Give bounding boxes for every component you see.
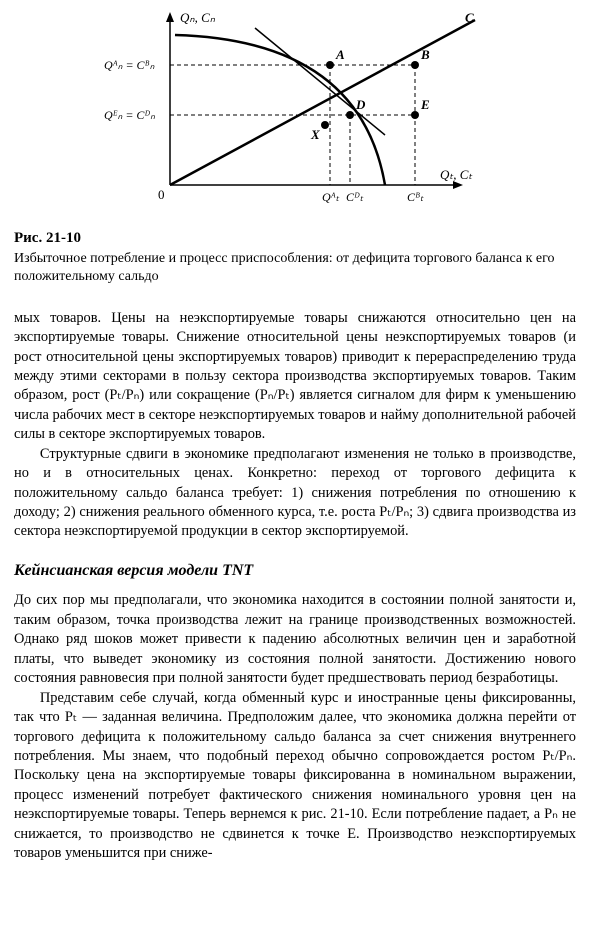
svg-text:Qᴬₜ: Qᴬₜ: [322, 190, 340, 204]
svg-text:Qᴱₙ = Cᴰₙ: Qᴱₙ = Cᴰₙ: [104, 108, 155, 122]
figure-label: Рис. 21-10: [14, 228, 576, 248]
svg-text:X: X: [310, 127, 320, 142]
svg-text:B: B: [420, 47, 430, 62]
paragraph-2: Структурные сдвиги в экономике предполаг…: [14, 445, 576, 542]
svg-text:A: A: [335, 47, 345, 62]
paragraph-1: мых товаров. Цены на неэкспортируемые то…: [14, 309, 576, 445]
svg-text:Qₙ, Cₙ: Qₙ, Cₙ: [180, 10, 216, 25]
figure-caption: Рис. 21-10 Избыточное потребление и проц…: [14, 228, 576, 287]
svg-text:D: D: [355, 97, 366, 112]
figure-container: Qₙ, Cₙ Qₜ, Cₜ 0 C A B D E X Qᴬₙ = Cᴮₙ Qᴱₙ = Cᴰₙ Qᴬₜ…: [14, 10, 576, 220]
section-heading: Кейнсианская версия модели TNT: [14, 560, 576, 582]
svg-text:Cᴰₜ: Cᴰₜ: [346, 190, 364, 204]
figure-svg: Qₙ, Cₙ Qₜ, Cₜ 0 C A B D E X Qᴬₙ = Cᴮₙ Qᴱₙ = Cᴰₙ Qᴬₜ…: [100, 10, 490, 220]
svg-text:C: C: [465, 10, 474, 25]
svg-text:Qₜ, Cₜ: Qₜ, Cₜ: [440, 167, 473, 182]
svg-text:Qᴬₙ = Cᴮₙ: Qᴬₙ = Cᴮₙ: [104, 58, 155, 72]
svg-text:Cᴮₜ: Cᴮₜ: [407, 190, 424, 204]
svg-text:0: 0: [158, 187, 165, 202]
svg-text:E: E: [420, 97, 430, 112]
paragraph-4: Представим себе случай, когда обменный к…: [14, 689, 576, 864]
paragraph-3: До сих пор мы предполагали, что экономик…: [14, 591, 576, 688]
figure-description: Избыточное потребление и процесс приспос…: [14, 250, 576, 286]
